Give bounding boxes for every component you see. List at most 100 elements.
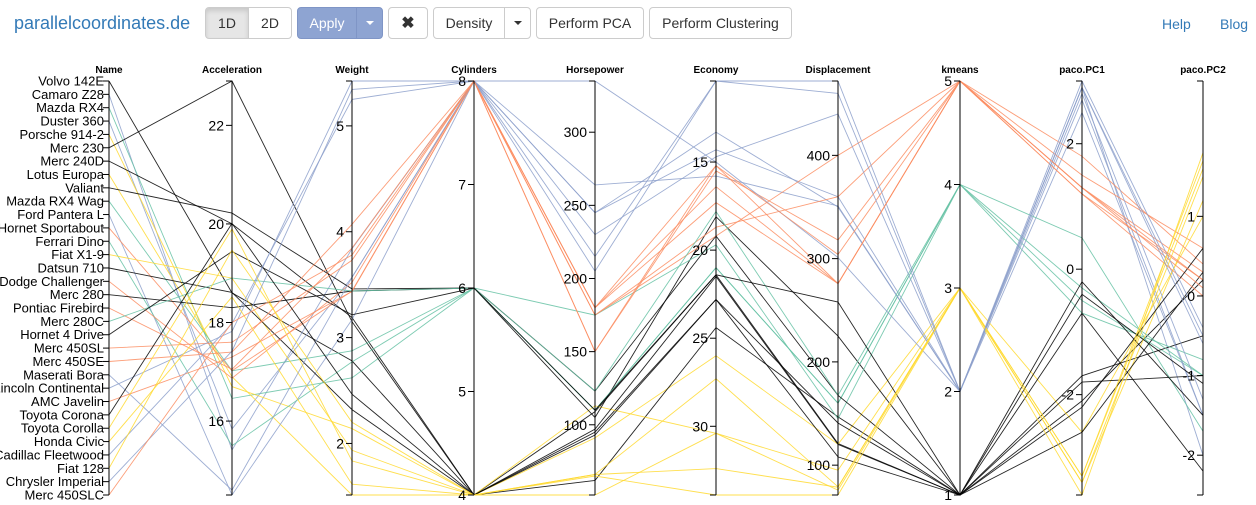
name-tick-label: Duster 360: [40, 114, 104, 129]
data-lines: [108, 79, 1204, 497]
axis-tick-label: 400: [807, 147, 831, 163]
axis-title[interactable]: paco.PC2: [1180, 65, 1226, 76]
name-tick-label: Maserati Bora: [23, 367, 105, 382]
axis-tick-label: 0: [1187, 288, 1195, 304]
site-brand-link[interactable]: parallelcoordinates.de: [14, 13, 191, 33]
axis-tick-label: 4: [458, 487, 466, 503]
axis-title[interactable]: Horsepower: [566, 65, 624, 76]
axis-weight[interactable]: Weight 2 3 4 5: [335, 65, 369, 496]
data-line[interactable]: [108, 222, 1204, 496]
axis-tick-label: 200: [807, 354, 831, 370]
data-line[interactable]: [108, 267, 1204, 496]
axis-tick-label: 4: [336, 224, 344, 240]
data-line[interactable]: [108, 80, 1204, 430]
data-line[interactable]: [108, 168, 1204, 496]
axis-title[interactable]: Cylinders: [451, 65, 497, 76]
axis-tick-label: 22: [208, 117, 224, 133]
help-link[interactable]: Help: [1162, 16, 1191, 32]
data-line[interactable]: [108, 160, 1204, 496]
name-tick-label: Lincoln Continental: [0, 381, 104, 396]
axis-economy[interactable]: Economy 15 20 25 30: [692, 65, 739, 496]
chevron-down-icon: [513, 21, 522, 25]
blog-link[interactable]: Blog: [1220, 16, 1249, 32]
perform-clustering-button[interactable]: Perform Clustering: [649, 7, 792, 39]
data-line[interactable]: [108, 160, 1204, 496]
data-line[interactable]: [108, 183, 1204, 447]
name-tick-label: Merc 280: [50, 287, 104, 302]
axis-title[interactable]: kmeans: [941, 65, 979, 76]
data-line[interactable]: [108, 80, 1204, 496]
axis-title[interactable]: Acceleration: [202, 65, 262, 76]
data-line[interactable]: [108, 80, 1204, 482]
axis-tick-label: 20: [208, 216, 224, 232]
axis-title[interactable]: Name: [95, 65, 123, 76]
axis-tick-label: 20: [692, 242, 708, 258]
axis-tick-label: 0: [1066, 261, 1074, 277]
name-tick-label: Merc 450SE: [32, 354, 104, 369]
clear-button[interactable]: ✖: [388, 7, 428, 39]
axis-tick-label: 6: [458, 280, 466, 296]
density-dropdown-toggle[interactable]: [504, 7, 531, 39]
axis-tick-label: 4: [944, 177, 952, 193]
axis-paco-pc1[interactable]: paco.PC1 -2 0 2: [1059, 65, 1105, 496]
name-tick-label: Merc 450SL: [34, 341, 104, 356]
axis-tick-label: -2: [1183, 447, 1196, 463]
data-line[interactable]: [108, 80, 1204, 370]
axis-paco-pc2[interactable]: paco.PC2 -2 -1 0 1: [1180, 65, 1226, 496]
name-tick-label: Dodge Challenger: [0, 274, 105, 289]
axis-horsepower[interactable]: Horsepower 100 150 200 250 300: [564, 65, 624, 496]
name-tick-label: Fiat 128: [57, 461, 104, 476]
data-line[interactable]: [108, 80, 1204, 362]
name-tick-label: Hornet 4 Drive: [20, 327, 104, 342]
axis-tick-label: 5: [336, 118, 344, 134]
axis-title[interactable]: Displacement: [805, 65, 871, 76]
axis-title[interactable]: paco.PC1: [1059, 65, 1105, 76]
axis-title[interactable]: Weight: [335, 65, 369, 76]
name-tick-label: Toyota Corona: [19, 407, 104, 422]
name-tick-label: Honda Civic: [34, 434, 105, 449]
apply-button[interactable]: Apply: [297, 7, 357, 39]
name-tick-label: Merc 240D: [40, 154, 104, 169]
axis-tick-label: 250: [564, 197, 588, 213]
name-tick-label: Datsun 710: [38, 260, 105, 275]
axis-tick-label: 18: [208, 315, 224, 331]
data-line[interactable]: [108, 235, 1204, 496]
data-line[interactable]: [108, 80, 1204, 491]
perform-pca-button[interactable]: Perform PCA: [536, 7, 644, 39]
axis-tick-label: 5: [458, 384, 466, 400]
axis-acceleration[interactable]: Acceleration 16 18 20 22: [202, 65, 262, 496]
axis-tick-label: 25: [692, 330, 708, 346]
axis-kmeans[interactable]: kmeans 1 2 3 4 5: [941, 65, 979, 503]
axis-tick-label: 15: [692, 154, 708, 170]
data-line[interactable]: [108, 176, 1204, 496]
view-2d-button[interactable]: 2D: [248, 7, 292, 39]
axis-cylinders[interactable]: Cylinders 4 5 6 7 8: [451, 65, 497, 503]
data-line[interactable]: [108, 187, 1204, 496]
axis-title[interactable]: Economy: [693, 65, 738, 76]
data-line[interactable]: [108, 80, 1204, 379]
axis-tick-label: 1: [944, 487, 952, 503]
data-line[interactable]: [108, 79, 1204, 456]
name-tick-label: Ford Pantera L: [17, 207, 104, 222]
axis-tick-label: 300: [807, 251, 831, 267]
name-tick-label: Porsche 914-2: [19, 127, 104, 142]
axis-tick-label: 5: [944, 73, 952, 89]
data-line[interactable]: [108, 80, 1204, 496]
data-line[interactable]: [108, 134, 1204, 496]
data-line[interactable]: [108, 250, 1204, 496]
data-line[interactable]: [108, 183, 1204, 411]
axis-tick-label: 100: [564, 417, 588, 433]
axis-displacement[interactable]: Displacement 100 200 300 400: [805, 65, 871, 496]
apply-dropdown-toggle[interactable]: [356, 7, 383, 39]
data-line[interactable]: [108, 80, 1204, 496]
data-line[interactable]: [108, 80, 1204, 402]
name-tick-label: Toyota Corolla: [21, 421, 105, 436]
name-tick-label: Hornet Sportabout: [0, 220, 104, 235]
data-line[interactable]: [108, 80, 1204, 496]
data-line[interactable]: [108, 152, 1204, 497]
name-tick-label: Mazda RX4 Wag: [6, 194, 104, 209]
density-button[interactable]: Density: [433, 7, 505, 39]
data-line[interactable]: [108, 200, 1204, 496]
